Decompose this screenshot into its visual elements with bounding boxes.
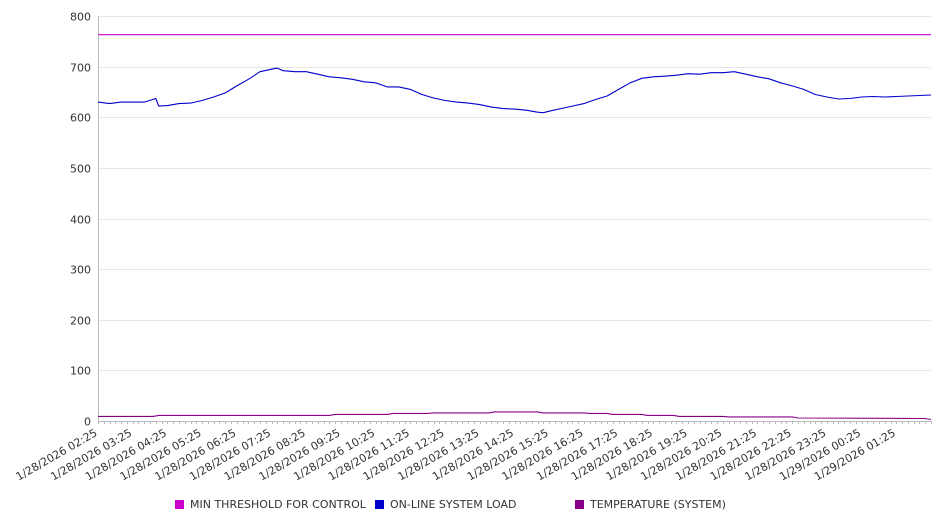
legend-label: TEMPERATURE (SYSTEM) bbox=[590, 498, 726, 511]
x-tick-labels: 1/28/2026 02:251/28/2026 03:251/28/2026 … bbox=[14, 426, 898, 483]
legend-swatch bbox=[375, 500, 384, 509]
y-tick-label: 800 bbox=[70, 11, 91, 24]
legend-item[interactable]: ON-LINE SYSTEM LOAD bbox=[375, 498, 516, 511]
y-tick-label: 300 bbox=[70, 264, 91, 277]
legend-label: ON-LINE SYSTEM LOAD bbox=[390, 498, 517, 511]
y-tick-label: 200 bbox=[70, 315, 91, 328]
grid-lines bbox=[98, 16, 931, 422]
legend-item[interactable]: MIN THRESHOLD FOR CONTROL bbox=[175, 498, 366, 511]
y-tick-label: 500 bbox=[70, 163, 91, 176]
series-line-2 bbox=[98, 411, 932, 421]
series-line-1 bbox=[97, 67, 932, 114]
y-tick-label: 100 bbox=[70, 365, 91, 378]
y-tick-label: 0 bbox=[84, 416, 91, 429]
legend-swatch bbox=[575, 500, 584, 509]
y-tick-label: 600 bbox=[70, 112, 91, 125]
y-tick-labels: 0 100 200 300 400 500 600 700 800 bbox=[70, 11, 91, 429]
legend-label: MIN THRESHOLD FOR CONTROL bbox=[190, 498, 366, 511]
legend-swatch bbox=[175, 500, 184, 509]
series-lines bbox=[97, 34, 932, 421]
chart-legend: MIN THRESHOLD FOR CONTROL ON-LINE SYSTEM … bbox=[0, 498, 946, 514]
y-tick-label: 400 bbox=[70, 214, 91, 227]
y-tick-label: 700 bbox=[70, 62, 91, 75]
legend-item[interactable]: TEMPERATURE (SYSTEM) bbox=[575, 498, 726, 511]
axes bbox=[98, 16, 932, 424]
